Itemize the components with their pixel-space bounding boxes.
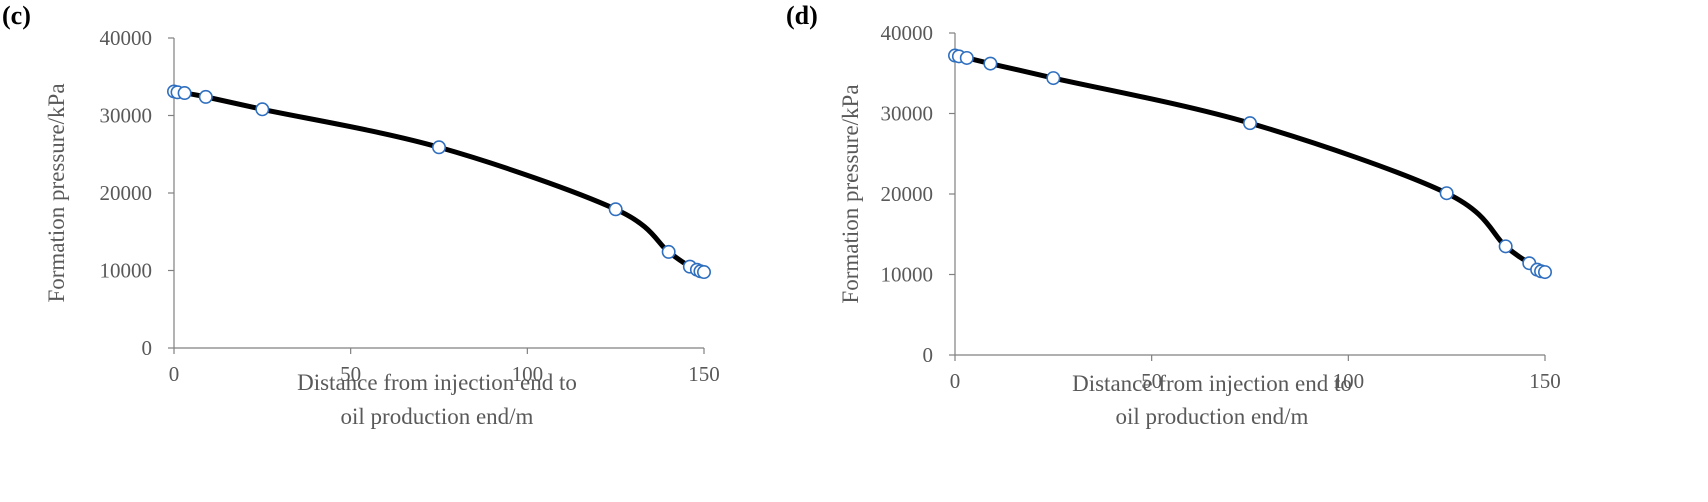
data-point (661, 244, 676, 259)
x-axis-label-line1: Distance from injection end to (1072, 371, 1352, 396)
y-tick-label: 20000 (881, 182, 934, 206)
y-tick-label: 0 (142, 336, 153, 360)
x-tick-label: 150 (688, 362, 720, 386)
panel-label: (d) (786, 1, 818, 30)
x-tick-label: 100 (512, 362, 544, 386)
x-axis-label-line2: oil production end/m (1116, 404, 1309, 429)
data-point (696, 265, 711, 280)
x-tick-label: 100 (1333, 369, 1365, 393)
y-axis-label: Formation pressure/kPa (44, 83, 69, 302)
y-tick-label: 0 (923, 343, 934, 367)
chart-panel-c: (c) 0 10000 20000 30000 40000 0 50 100 150 Formati… (2, 1, 720, 429)
y-tick-label: 20000 (100, 181, 153, 205)
y-tick-label: 30000 (100, 104, 153, 128)
data-point (1439, 186, 1454, 201)
data-point (177, 86, 192, 101)
x-tick-label: 50 (1141, 369, 1162, 393)
x-tick-label: 0 (169, 362, 180, 386)
series-line (952, 53, 1548, 275)
x-tick-label: 50 (340, 362, 361, 386)
data-point (1243, 116, 1258, 131)
series-line (171, 88, 707, 275)
y-tick-label: 10000 (881, 263, 934, 287)
y-tick-label: 40000 (100, 26, 153, 50)
data-point (608, 202, 623, 217)
data-point (959, 50, 974, 65)
panel-label: (c) (2, 1, 31, 30)
data-point (1498, 239, 1513, 254)
y-tick-label: 30000 (881, 102, 934, 126)
data-point (1538, 265, 1553, 280)
data-point (255, 102, 270, 117)
x-axis-label-line1: Distance from injection end to (297, 370, 577, 395)
x-tick-label: 0 (950, 369, 961, 393)
x-tick-label: 150 (1529, 369, 1561, 393)
y-axis-label: Formation pressure/kPa (838, 84, 863, 303)
y-tick-label: 40000 (881, 21, 934, 45)
data-point (198, 89, 213, 104)
data-point (983, 56, 998, 71)
data-point (431, 140, 446, 155)
data-point (1046, 71, 1061, 86)
y-tick-label: 10000 (100, 259, 153, 283)
x-axis-label-line2: oil production end/m (341, 404, 534, 429)
chart-panel-d: (d) 0 10000 20000 30000 40000 0 50 100 150 Formati… (786, 1, 1561, 429)
